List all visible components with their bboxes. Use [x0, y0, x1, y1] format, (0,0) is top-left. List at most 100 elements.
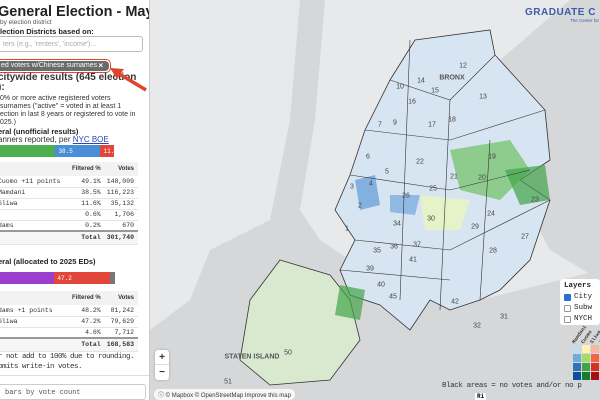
district-label: 50 — [284, 349, 292, 357]
citywide-desc-4: 025.) — [0, 119, 16, 126]
layer-nycha[interactable]: NYCH — [564, 315, 596, 323]
bar-segment — [0, 145, 56, 157]
citywide-desc-3: ection in last 8 years or registered to … — [0, 111, 136, 118]
green-area-brooklyn — [335, 285, 365, 320]
district-label: 40 — [377, 281, 385, 289]
district-label: 24 — [487, 210, 495, 218]
nyc-boe-link[interactable]: NYC BOE — [72, 135, 109, 144]
sidebar-panel: General Election - Mayor by election dis… — [0, 0, 150, 400]
bottom-right-control[interactable]: Ri — [475, 393, 487, 400]
district-label: 26 — [402, 192, 410, 200]
citywide-desc-1: 0% or more active registered voters — [0, 95, 111, 102]
graduate-center-logo: GRADUATE C — [525, 7, 596, 18]
district-label: 19 — [488, 153, 496, 161]
layer-subway[interactable]: Subw — [564, 304, 596, 312]
bar-segment — [0, 272, 55, 284]
district-label: 7 — [378, 121, 382, 129]
district-label: 15 — [431, 87, 439, 95]
district-label: 3 — [350, 183, 354, 191]
close-icon[interactable]: × — [98, 61, 103, 70]
logo-subtitle: The Center for — [570, 18, 600, 23]
district-label: 37 — [413, 241, 421, 249]
zoom-in-button[interactable]: + — [155, 350, 169, 365]
bar-sort-select[interactable]: bars by vote count — [0, 384, 146, 400]
table-row: Sliwa11.6%35,132 — [0, 198, 138, 210]
district-label: 23 — [531, 196, 539, 204]
district-label: 18 — [448, 116, 456, 124]
bar-segment — [109, 272, 115, 284]
allocated-results-table: Filtered % Votes dams +1 points 48.2% 81,24… — [0, 291, 138, 352]
map[interactable]: 12 14 10 15 13 16 9 7 17 18 6 22 19 5 21 20 3 4 25 26 23 2 24 3… — [150, 0, 600, 400]
green-area-east — [505, 165, 550, 205]
table-row: Sliwa47.2%79,629 — [0, 316, 138, 328]
district-borders — [339, 39, 551, 311]
legend-swatch — [591, 354, 599, 362]
zoom-controls: + − — [155, 350, 169, 380]
legend-swatch — [573, 372, 581, 380]
legend-swatch — [573, 354, 581, 362]
primary-title: eral (allocated to 2025 EDs) — [0, 257, 96, 266]
district-label: 45 — [389, 293, 397, 301]
blue-area — [355, 175, 380, 210]
borough-label-bronx: BRONX — [439, 74, 465, 82]
legend-swatch — [573, 363, 581, 371]
filter-chip[interactable]: ed voters w/Chinese surnames × — [0, 61, 109, 71]
legend-swatch — [591, 372, 599, 380]
district-label: 6 — [366, 153, 370, 161]
checkbox[interactable] — [564, 315, 571, 323]
borough-label-staten: STATEN ISLAND — [224, 353, 280, 361]
citywide-desc-2: surnames ("active" = voted in at least 1 — [0, 103, 122, 110]
layer-city[interactable]: City — [564, 293, 596, 301]
table-row: Cuomo +11 points 49.1% 148,009 — [0, 176, 138, 188]
table-row: Mamdani 38.5% 116,223 — [0, 187, 138, 199]
info-icon: ⓘ — [158, 393, 166, 399]
zoom-out-button[interactable]: − — [159, 367, 165, 378]
bar-segment: 38.5 — [55, 145, 101, 157]
district-label: 13 — [479, 93, 487, 101]
district-label: 21 — [450, 173, 458, 181]
filter-input[interactable]: ters (e.g., 'renters', 'income')... — [0, 36, 143, 52]
checkbox[interactable] — [564, 304, 571, 312]
district-label: 1 — [345, 225, 349, 233]
general-results-bar: 38.5 11.6 — [0, 145, 118, 157]
district-label: 31 — [500, 313, 508, 321]
district-label: 42 — [451, 298, 459, 306]
district-label: 9 — [393, 119, 397, 127]
district-label: 36 — [390, 243, 398, 251]
total-row: Total 168,583 — [0, 337, 138, 352]
district-label: 35 — [373, 247, 381, 255]
table-row: dams0.2%670 — [0, 220, 138, 232]
active-filter-highlight: ed voters w/Chinese surnames × — [0, 59, 111, 73]
district-label: 16 — [408, 98, 416, 106]
district-label: 29 — [471, 223, 479, 231]
layers-title: Layers — [564, 282, 592, 290]
writein-note: omits write-in votes. — [0, 363, 83, 371]
district-label: 34 — [393, 220, 401, 228]
district-label: 51 — [224, 378, 232, 386]
legend-swatch — [582, 363, 590, 371]
blank-areas-note: Black areas = no votes and/or no p — [442, 382, 582, 390]
legend-swatch — [582, 345, 590, 353]
legend-swatch — [591, 363, 599, 371]
map-attribution[interactable]: ⓘ © Mapbox © OpenStreetMap Improve this … — [154, 389, 295, 400]
page-subtitle: by election district — [0, 19, 52, 26]
district-label: 14 — [417, 77, 425, 85]
district-label: 20 — [478, 174, 486, 182]
district-label: 4 — [369, 180, 373, 188]
citywide-heading: citywide results (645 election): — [0, 72, 137, 93]
filter-label: lection Districts based on: — [0, 27, 94, 36]
map-canvas[interactable] — [150, 0, 600, 400]
district-label: 12 — [459, 62, 467, 70]
light-green-area — [420, 195, 470, 230]
district-label: 28 — [489, 247, 497, 255]
district-label: 5 — [385, 168, 389, 176]
staten-island — [239, 259, 361, 386]
legend-swatch — [582, 354, 590, 362]
general-title: eral (unofficial results) — [0, 127, 79, 136]
district-label: 17 — [428, 121, 436, 129]
page-title: General Election - Mayor — [0, 4, 149, 20]
legend-swatch — [582, 372, 590, 380]
district-label: 41 — [409, 256, 417, 264]
legend-swatch — [573, 345, 581, 353]
checkbox[interactable] — [564, 293, 571, 301]
